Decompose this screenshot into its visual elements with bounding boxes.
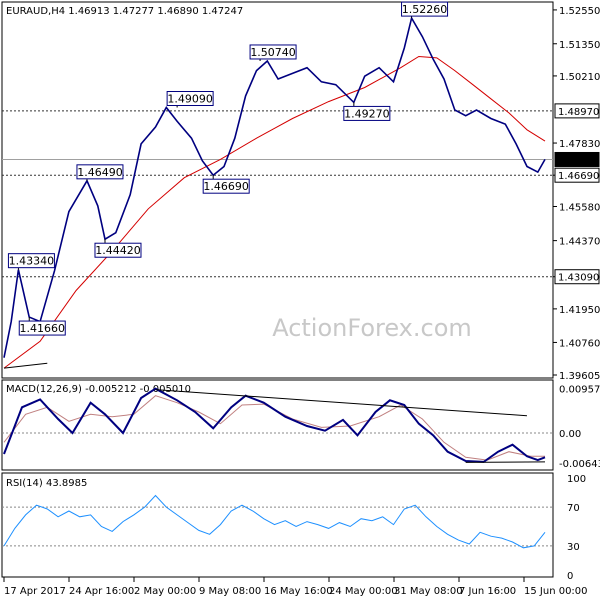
annotation-label: 1.52260 <box>402 3 448 16</box>
annotation-label: 1.50740 <box>250 46 296 59</box>
annotation-label: 1.46490 <box>77 166 123 179</box>
y-tick-label: 1.39605 <box>559 371 600 382</box>
y-tick-label: 1.40760 <box>559 338 600 349</box>
rsi-y-tick-label: 100 <box>567 474 586 485</box>
macd-series <box>2 387 553 463</box>
price-line <box>3 15 546 358</box>
annotation-box <box>7 253 55 269</box>
price-annotations: 1.43340 1.41660 1.46490 1.44420 1.49090 1.466… <box>7 1 449 336</box>
macd-y-tick-label: -0.006433 <box>559 459 600 470</box>
level-label-box <box>554 269 600 285</box>
macd-signal-path <box>3 395 545 461</box>
annotation-box <box>202 178 250 194</box>
y-tick-label: 1.45580 <box>559 202 600 213</box>
x-tick-label: 17 Apr 2017 <box>4 586 66 597</box>
annotation-box <box>166 91 214 107</box>
macd-y-axis: 0.009576 0.00 -0.006433 <box>559 384 600 470</box>
price-trendline <box>3 362 48 369</box>
macd-y-tick-label: 0.00 <box>559 429 581 440</box>
price-path <box>3 15 546 358</box>
x-tick-label: 16 May 16:00 <box>264 586 333 597</box>
rsi-path <box>3 494 546 549</box>
annotation-label: 1.49270 <box>344 107 390 120</box>
rsi-y-tick-label: 70 <box>567 503 580 514</box>
macd-y-tick-label: 0.009576 <box>559 384 600 395</box>
price-chart-title: EURAUD,H4 1.46913 1.47277 1.46890 1.4724… <box>6 6 243 17</box>
annotation-box <box>76 164 124 180</box>
level-label-box <box>554 151 600 167</box>
price-pane <box>1 1 554 379</box>
rsi-title: RSI(14) 43.8985 <box>6 478 87 489</box>
annotation-label: 1.46690 <box>203 180 249 193</box>
watermark: ActionForex.com <box>272 314 472 342</box>
annotation-label: 1.49090 <box>167 93 213 106</box>
rsi-y-axis: 100 70 30 0 <box>567 474 586 582</box>
level-label-box <box>554 103 600 119</box>
level-label: 1.46690 <box>558 171 599 182</box>
annotation-box <box>401 1 449 17</box>
x-tick-label: 2 May 00:00 <box>134 586 196 597</box>
annotation-box <box>18 320 66 336</box>
time-x-axis: 17 Apr 2017 24 Apr 16:00 2 May 00:00 9 May … <box>3 577 588 597</box>
annotation-box <box>343 105 391 121</box>
y-tick-label: 1.52550 <box>559 6 600 17</box>
y-tick-label: 1.50210 <box>559 72 600 83</box>
rsi-pane <box>1 472 554 578</box>
macd-title: MACD(12,26,9) -0.005212 -0.005010 <box>6 384 191 395</box>
macd-path <box>3 387 546 463</box>
rsi-y-tick-label: 30 <box>567 542 580 553</box>
rsi-y-tick-label: 0 <box>567 571 573 582</box>
level-label: 1.47247 <box>558 155 599 166</box>
x-tick-label: 31 May 08:00 <box>394 586 463 597</box>
level-label: 1.48970 <box>558 107 599 118</box>
x-tick-label: 24 Apr 16:00 <box>69 586 134 597</box>
price-trendline-segment <box>3 362 48 369</box>
annotation-label: 1.43340 <box>9 255 55 268</box>
level-label-box <box>554 167 600 183</box>
x-tick-label: 9 May 08:00 <box>199 586 261 597</box>
y-tick-label: 1.41950 <box>559 305 600 316</box>
level-labels: 1.48970 1.47247 1.46690 1.43090 <box>554 103 600 285</box>
macd-trendline-0 <box>155 389 528 417</box>
x-tick-label: 7 Jun 16:00 <box>459 586 516 597</box>
annotation-box <box>249 44 297 60</box>
annotation-box <box>94 242 142 258</box>
annotation-label: 1.44420 <box>95 244 141 257</box>
macd-pane <box>1 379 554 471</box>
x-tick-label: 15 Jun 00:00 <box>524 586 588 597</box>
y-tick-label: 1.51350 <box>559 40 600 51</box>
y-tick-label: 1.44370 <box>559 237 600 248</box>
x-tick-label: 24 May 00:00 <box>329 586 398 597</box>
y-tick-label: 1.47830 <box>559 139 600 150</box>
annotation-label: 1.41660 <box>19 322 65 335</box>
rsi-series <box>2 494 553 549</box>
level-label: 1.43090 <box>558 273 599 284</box>
horizontal-levels <box>2 110 553 278</box>
